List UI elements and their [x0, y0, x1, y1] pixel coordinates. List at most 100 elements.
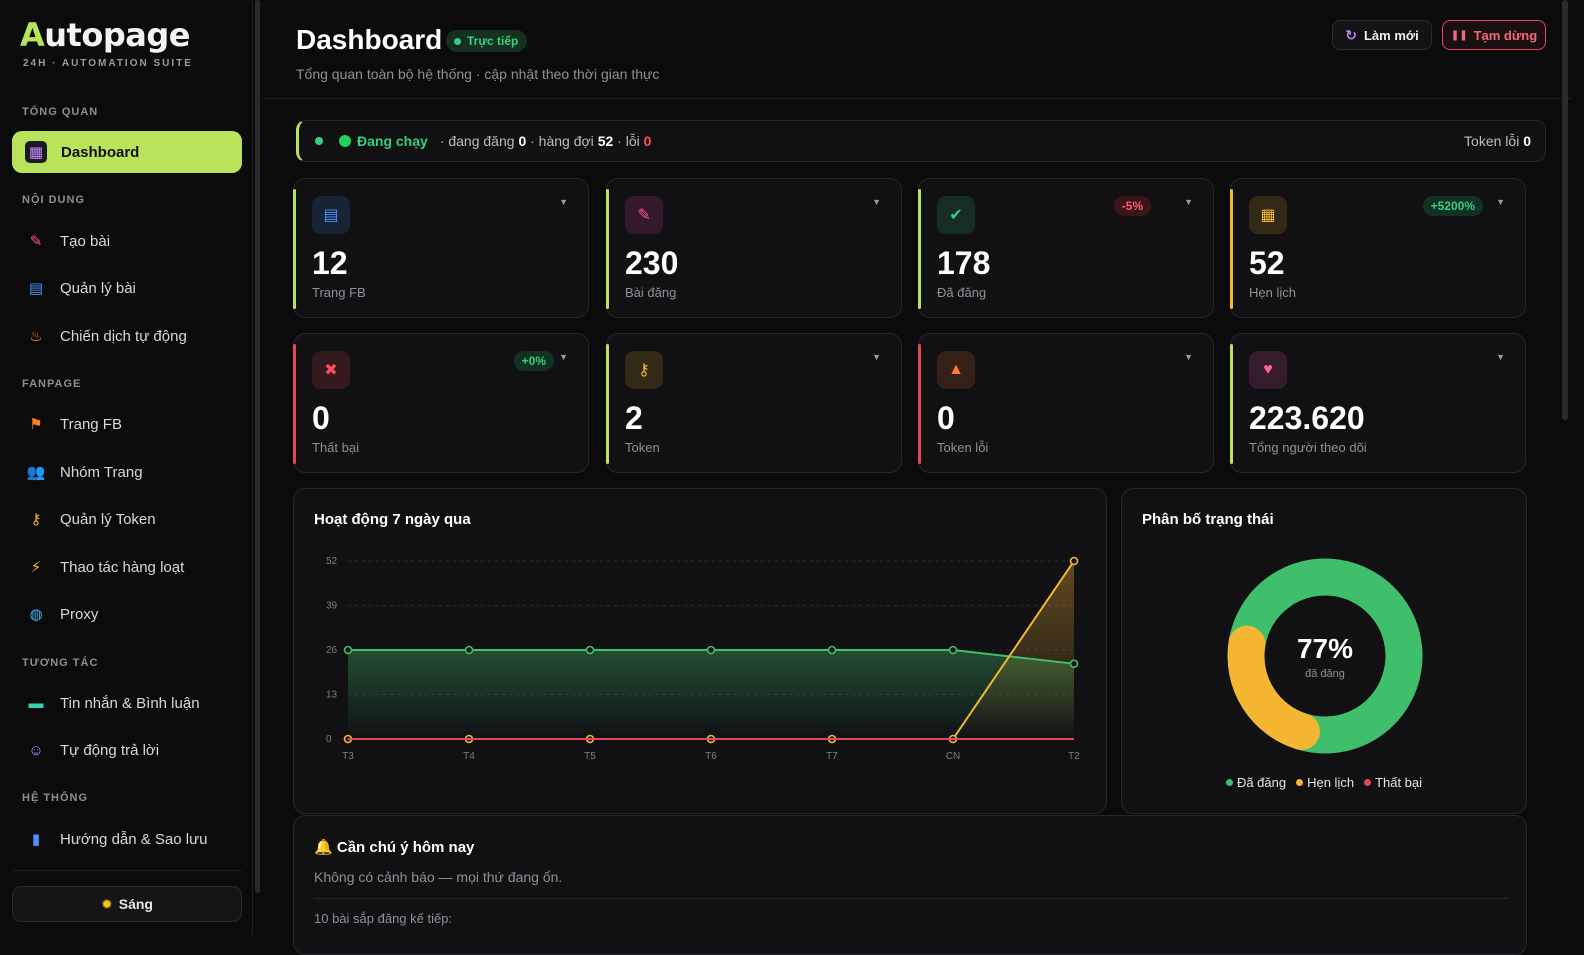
sidebar-item-label: Dashboard — [61, 143, 140, 161]
chevron-down-icon[interactable]: ▼ — [872, 197, 881, 207]
sidebar-item-proxy[interactable]: ◍ Proxy — [12, 593, 242, 635]
attention-title: 🔔 Cần chú ý hôm nay — [314, 838, 474, 856]
sidebar-item-label: Proxy — [60, 605, 99, 623]
chevron-down-icon[interactable]: ▼ — [559, 352, 568, 362]
chevron-down-icon[interactable]: ▼ — [872, 352, 881, 362]
sidebar-item-huong-dan-sao-luu[interactable]: ▮ Hướng dẫn & Sao lưu — [12, 818, 242, 860]
legend-dot-icon — [1296, 779, 1304, 786]
x-circle-icon: ✖ — [312, 351, 350, 389]
stat-card-x-circle[interactable]: ✖ 0 Thất bại ▼ +0% — [293, 333, 589, 473]
pause-button[interactable]: ❚❚ Tạm dừng — [1442, 20, 1546, 50]
sidebar-item-label: Trang FB — [60, 415, 122, 433]
card-value: 223.620 — [1249, 400, 1365, 436]
x-tick-label: T3 — [342, 751, 354, 762]
chevron-down-icon[interactable]: ▼ — [559, 197, 568, 207]
stat-card-key[interactable]: ⚷ 2 Token ▼ — [606, 333, 902, 473]
token-errors-count: 0 — [1523, 133, 1531, 149]
attention-panel: 🔔 Cần chú ý hôm nay Không có cảnh báo — … — [293, 815, 1527, 955]
sidebar-section-title: FANPAGE — [22, 378, 82, 390]
card-accent-bar — [293, 189, 296, 309]
series-point[interactable] — [706, 645, 716, 655]
token-errors-label: Token lỗi — [1464, 133, 1520, 149]
series-point[interactable] — [948, 645, 958, 655]
card-value: 230 — [625, 245, 679, 281]
sidebar-item-thao-tac-hang-loat[interactable]: ⚡ Thao tác hàng loạt — [12, 546, 242, 588]
robot-icon: ☺ — [28, 741, 44, 759]
x-tick-label: T7 — [826, 751, 838, 762]
legend-item[interactable]: Đã đăng — [1225, 775, 1287, 790]
chevron-down-icon[interactable]: ▼ — [1496, 352, 1505, 362]
attention-message: Không có cảnh báo — mọi thứ đang ổn. — [314, 869, 563, 885]
header-divider — [262, 98, 1572, 99]
status-dot-icon — [315, 137, 323, 145]
sidebar-item-tu-dong-tra-loi[interactable]: ☺ Tự động trả lời — [12, 729, 242, 771]
brand-logo[interactable]: Autopage — [20, 16, 190, 54]
sidebar-scrollbar[interactable] — [255, 0, 260, 893]
series-point[interactable] — [1069, 659, 1079, 668]
stat-card-check[interactable]: ✔ 178 Đã đăng ▼ -5% — [918, 178, 1214, 318]
card-label: Hẹn lịch — [1249, 285, 1296, 300]
x-tick-label: T4 — [463, 751, 475, 762]
stat-card-warning[interactable]: ▲ 0 Token lỗi ▼ — [918, 333, 1214, 473]
sidebar-item-chien-dich-tu-dong[interactable]: ♨ Chiến dịch tự động — [12, 315, 242, 357]
card-value: 178 — [937, 245, 991, 281]
chevron-down-icon[interactable]: ▼ — [1184, 352, 1193, 362]
stat-card-pencil[interactable]: ✎ 230 Bài đăng ▼ — [606, 178, 902, 318]
lightning-icon: ⚡ — [30, 559, 42, 576]
series-point[interactable] — [585, 645, 595, 655]
series-point[interactable] — [464, 645, 474, 655]
chevron-down-icon[interactable]: ▼ — [1184, 197, 1193, 207]
sidebar: Autopage 24H · AUTOMATION SUITE TỔNG QUA… — [0, 0, 253, 935]
chevron-down-icon[interactable]: ▼ — [1496, 197, 1505, 207]
warning-icon: ▲ — [937, 351, 975, 389]
sidebar-item-label: Quản lý bài — [60, 279, 136, 297]
card-accent-bar — [606, 189, 609, 309]
stat-card-document[interactable]: ▤ 12 Trang FB ▼ — [293, 178, 589, 318]
donut-slice[interactable] — [1227, 558, 1423, 754]
legend-item[interactable]: Hẹn lịch — [1296, 775, 1354, 790]
sidebar-item-nhom-trang[interactable]: 👥 Nhóm Trang — [12, 451, 242, 493]
chat-icon: ▬ — [28, 694, 44, 712]
refresh-button[interactable]: ↻ Làm mới — [1332, 20, 1432, 50]
live-badge-label: Trực tiếp — [467, 34, 519, 48]
theme-toggle-label: Sáng — [118, 896, 153, 912]
card-change-badge: -5% — [1113, 196, 1151, 216]
attention-title-text: Cần chú ý hôm nay — [336, 839, 475, 856]
legend-label: Đã đăng — [1236, 775, 1287, 790]
series-point[interactable] — [1069, 556, 1079, 566]
queue-label: · hàng đợi — [530, 133, 594, 149]
sidebar-item-trang-fb[interactable]: ⚑ Trang FB — [12, 403, 242, 445]
theme-toggle-button[interactable]: ✹ Sáng — [12, 886, 242, 922]
sidebar-section-title: NỘI DUNG — [22, 194, 85, 206]
pause-icon: ❚❚ — [1450, 29, 1468, 41]
card-label: Trang FB — [312, 285, 366, 300]
legend-item[interactable]: Thất bại — [1364, 775, 1422, 790]
distribution-donut-chart: 77% đã đăng — [1227, 558, 1423, 754]
card-change-badge: +0% — [513, 351, 554, 371]
distribution-panel: Phân bố trạng thái 77% đã đăng Đã đăng Hẹn… — [1121, 488, 1527, 814]
sidebar-item-dashboard[interactable]: ▦ Dashboard — [12, 131, 242, 173]
series-point[interactable] — [827, 645, 837, 655]
stat-card-heart[interactable]: ♥ 223.620 Tổng người theo dõi ▼ — [1230, 333, 1526, 473]
card-label: Tổng người theo dõi — [1249, 440, 1367, 455]
series-point[interactable] — [343, 645, 353, 655]
key-icon: ⚷ — [625, 351, 663, 389]
card-change-badge: +5200% — [1422, 196, 1483, 216]
sidebar-item-label: Chiến dịch tự động — [60, 327, 187, 345]
sidebar-item-quan-ly-token[interactable]: ⚷ Quản lý Token — [12, 498, 242, 540]
sidebar-item-tao-bai[interactable]: ✎ Tạo bài — [12, 220, 242, 262]
card-label: Token lỗi — [937, 440, 989, 455]
y-tick-label: 26 — [326, 645, 338, 656]
activity-chart-title: Hoạt động 7 ngày qua — [314, 511, 471, 528]
sidebar-item-label: Hướng dẫn & Sao lưu — [60, 830, 208, 848]
sidebar-item-quan-ly-bai[interactable]: ▤ Quản lý bài — [12, 267, 242, 309]
sidebar-section-title: HỆ THỐNG — [22, 792, 89, 804]
status-bar: Đang chạy · đang đăng 0 · hàng đợi 52 · … — [296, 120, 1546, 162]
sidebar-item-label: Tự động trả lời — [60, 741, 160, 759]
stat-card-calendar[interactable]: ▦ 52 Hẹn lịch ▼ +5200% — [1230, 178, 1526, 318]
main-scrollbar[interactable] — [1562, 0, 1568, 420]
sidebar-divider — [12, 870, 242, 871]
card-accent-bar — [293, 344, 296, 464]
donut-center-label: đã đăng — [1305, 668, 1345, 680]
sidebar-item-tin-nhan-binh-luan[interactable]: ▬ Tin nhắn & Bình luận — [12, 682, 242, 724]
